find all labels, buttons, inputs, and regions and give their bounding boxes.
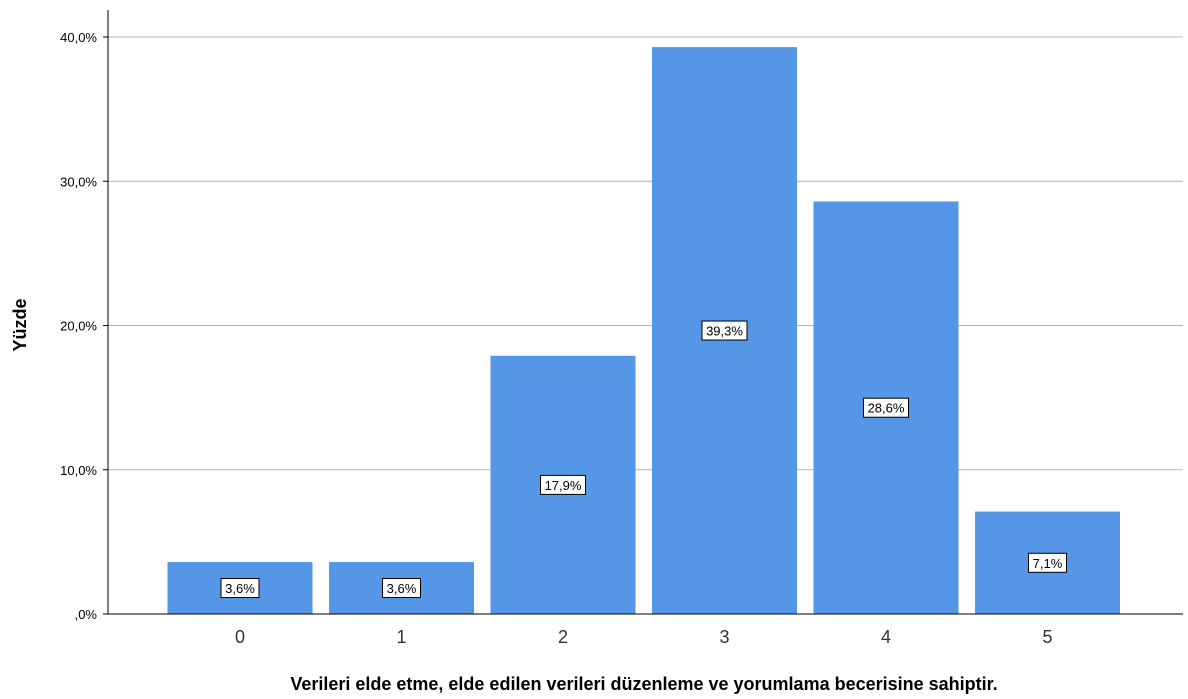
- data-label: 3,6%: [387, 581, 417, 596]
- data-label-box: [382, 578, 421, 599]
- y-tick-label: 20,0%: [60, 319, 97, 334]
- y-tick-label: 40,0%: [60, 30, 97, 45]
- data-label: 39,3%: [706, 324, 743, 339]
- x-tick-label: 5: [1042, 627, 1052, 647]
- data-label: 17,9%: [545, 478, 582, 493]
- x-tick-label: 3: [719, 627, 729, 647]
- data-label: 7,1%: [1033, 556, 1063, 571]
- y-tick-label: ,0%: [75, 607, 98, 622]
- data-label: 3,6%: [225, 581, 255, 596]
- data-label-box: [540, 474, 586, 495]
- y-axis-title: Yüzde: [10, 298, 30, 351]
- data-label-box: [1028, 552, 1067, 573]
- data-labels: 3,6% 3,6% 17,9% 39,3% 28,6% 7,1%: [220, 320, 1067, 599]
- x-tick-label: 1: [396, 627, 406, 647]
- x-axis-title: Verileri elde etme, elde edilen verileri…: [290, 674, 997, 694]
- data-label-box: [701, 320, 748, 341]
- bars: [167, 47, 1120, 615]
- y-tick-label: 30,0%: [60, 174, 97, 189]
- y-tick-label: 10,0%: [60, 463, 97, 478]
- data-label-box: [863, 397, 909, 418]
- data-label: 28,6%: [868, 401, 905, 416]
- data-label-box: [220, 578, 260, 599]
- grid-lines: [108, 36, 1183, 471]
- x-tick-label: 4: [881, 627, 891, 647]
- x-tick-label: 0: [235, 627, 245, 647]
- axes: ,0% 10,0% 20,0% 30,0% 40,0% 0 1 2 3 4 5: [60, 10, 1183, 647]
- x-tick-label: 2: [558, 627, 568, 647]
